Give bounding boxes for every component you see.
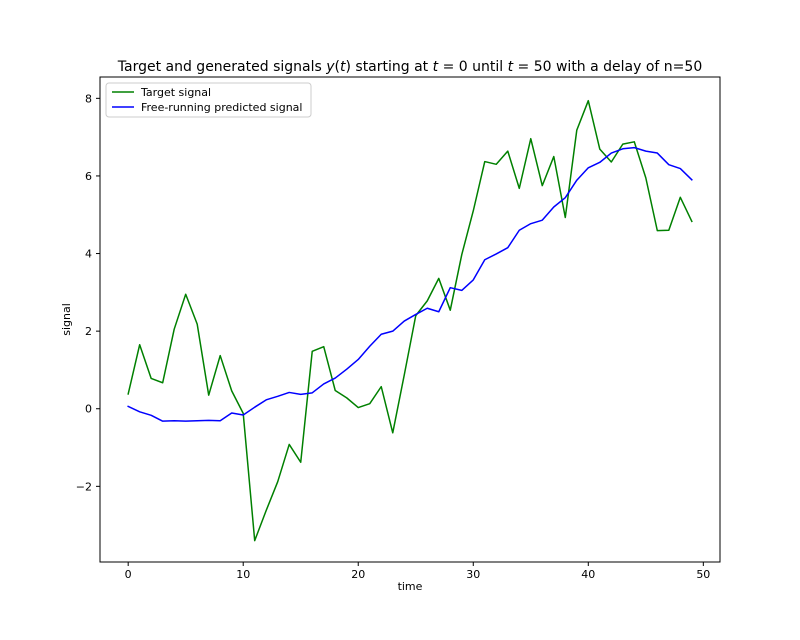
y-tick-label: 0 xyxy=(85,403,92,416)
y-axis-label: signal xyxy=(60,303,73,336)
series-line-1 xyxy=(127,146,693,422)
x-tick-label: 30 xyxy=(466,568,480,581)
x-tick-label: 20 xyxy=(351,568,365,581)
x-axis-label: time xyxy=(398,580,423,593)
legend-label-target-signal: Target signal xyxy=(140,86,211,99)
x-tick-label: 50 xyxy=(696,568,710,581)
chart-title: Target and generated signals y(t) starti… xyxy=(117,59,702,75)
legend-frame xyxy=(105,82,312,118)
x-ticks: 0 10 20 30 40 50 xyxy=(125,562,710,581)
y-tick-label: 4 xyxy=(85,248,92,261)
legend-label-predicted-signal: Free-running predicted signal xyxy=(141,101,302,114)
x-tick-label: 0 xyxy=(125,568,132,581)
legend: Target signal Free-running predicted sig… xyxy=(105,82,312,118)
series-layer xyxy=(127,99,693,542)
y-ticks: −2 0 2 4 6 8 xyxy=(76,92,100,493)
axes-frame xyxy=(99,76,721,563)
y-tick-label: −2 xyxy=(76,480,92,493)
x-tick-label: 10 xyxy=(236,568,250,581)
y-tick-label: 8 xyxy=(85,92,92,105)
series-line-0 xyxy=(127,99,693,542)
y-tick-label: 6 xyxy=(85,170,92,183)
plot-area: 0 10 20 30 40 50 −2 0 2 4 6 8 xyxy=(76,76,721,581)
x-tick-label: 40 xyxy=(581,568,595,581)
y-tick-label: 2 xyxy=(85,325,92,338)
